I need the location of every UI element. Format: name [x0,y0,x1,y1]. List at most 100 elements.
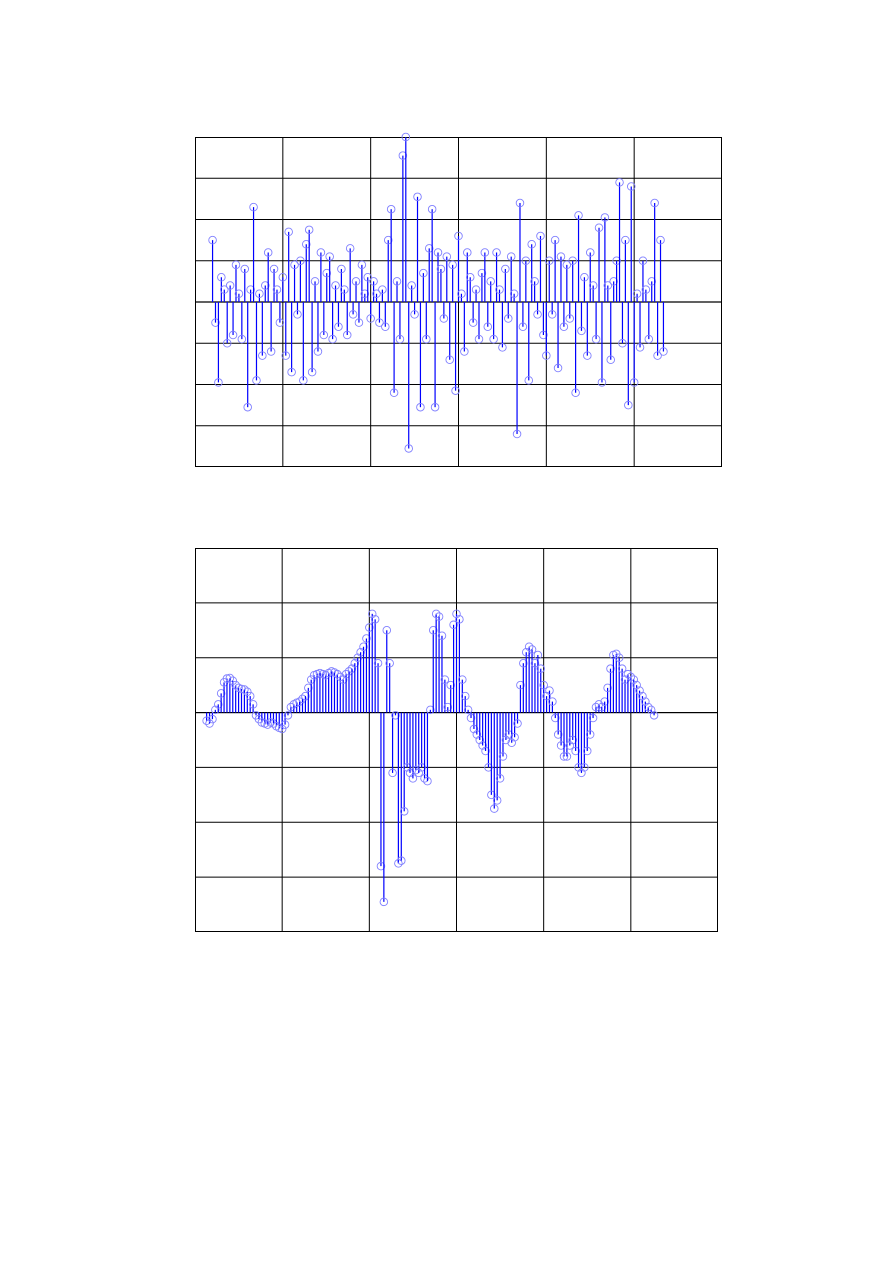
stem-marker [521,256,531,265]
stem-marker [275,318,285,327]
stem-marker [373,658,383,668]
stem-marker [404,444,413,453]
stem-marker [614,653,624,662]
stem-marker [411,765,421,775]
stem-marker [609,277,618,286]
stem-marker [367,609,377,619]
stem-marker [299,376,308,385]
stem-marker [336,672,345,682]
stem-marker [269,719,278,728]
stem-marker [407,281,416,290]
stem-marker [399,807,409,816]
stem-marker [304,683,313,693]
stem-marker [516,680,525,690]
stem-marker [530,277,539,286]
stem-marker [423,776,432,786]
stem-marker [436,264,446,274]
stem-marker [591,334,601,344]
stem-marker [536,664,546,673]
stem-marker [228,676,238,686]
stem-marker [507,738,516,747]
stem-marker [518,322,528,331]
stem-marker [263,248,273,257]
stem-marker [641,285,651,294]
stem-marker [571,388,580,397]
stem-marker [381,322,390,331]
stem-marker [277,724,287,734]
stem-marker [448,260,457,270]
stem-marker [249,202,258,212]
stem-marker [442,252,452,261]
stem-marker [248,700,258,709]
stem-marker [539,330,548,340]
stem-marker [382,626,392,635]
stem-marker [509,289,519,298]
stem-marker [348,310,358,319]
stem-marker [290,260,299,270]
stem-marker [283,711,293,720]
stem-marker [559,752,569,761]
stem-marker [501,264,510,274]
stem-plot-bottom [195,548,718,932]
stem-marker [286,702,296,712]
stem-marker [281,351,291,360]
stem-marker [310,277,320,286]
stem-marker [426,705,435,715]
stem-marker [620,675,630,684]
stem-marker [487,790,496,800]
stem-marker [280,720,290,729]
stem-marker [629,378,639,387]
stem-marker [394,859,403,868]
stem-marker [211,318,220,327]
stem-marker [313,347,323,356]
stem-marker [483,322,493,331]
stem-marker [606,355,615,364]
stem-marker [284,227,293,237]
stem-marker [433,248,443,257]
stem-marker [574,763,583,772]
stem-marker [559,322,569,331]
stem-marker [325,252,334,261]
stem-marker [395,334,405,344]
stem-marker [594,223,604,232]
stem-marker [272,285,282,294]
stem-marker [225,673,235,683]
stem-marker [621,235,630,245]
stem-marker [472,730,482,739]
stem-marker [354,318,364,327]
stem-marker [542,691,551,701]
stem-marker [550,235,560,245]
stem-marker [416,402,425,412]
stem-marker [495,774,505,783]
stem-marker [353,653,362,662]
stem-marker [408,774,418,783]
stem-marker [398,151,408,160]
stem-marker [632,680,641,690]
stem-marker [237,684,246,694]
stem-marker [302,239,311,249]
stem-marker [434,612,444,621]
stem-marker [316,248,326,257]
stem-marker [583,746,592,756]
stem-marker [455,615,464,624]
stem-marker [612,256,621,265]
stem-marker [413,192,422,202]
stem-marker [489,334,498,344]
stem-marker [650,198,659,208]
stem-marker [542,351,551,360]
stem-marker [562,260,572,270]
stem-marker [378,285,387,294]
stems [208,132,668,453]
stem-marker [437,631,447,641]
stem-marker [449,620,458,630]
stem-marker [401,132,411,142]
stem-marker [480,248,490,257]
stem-marker [439,314,449,323]
stem-marker [501,735,511,745]
axes-box [195,548,718,932]
stem-marker [385,658,394,668]
stem-marker [539,680,548,690]
stem-marker [231,260,241,270]
stem-marker [577,326,586,336]
stem-marker [506,252,516,261]
